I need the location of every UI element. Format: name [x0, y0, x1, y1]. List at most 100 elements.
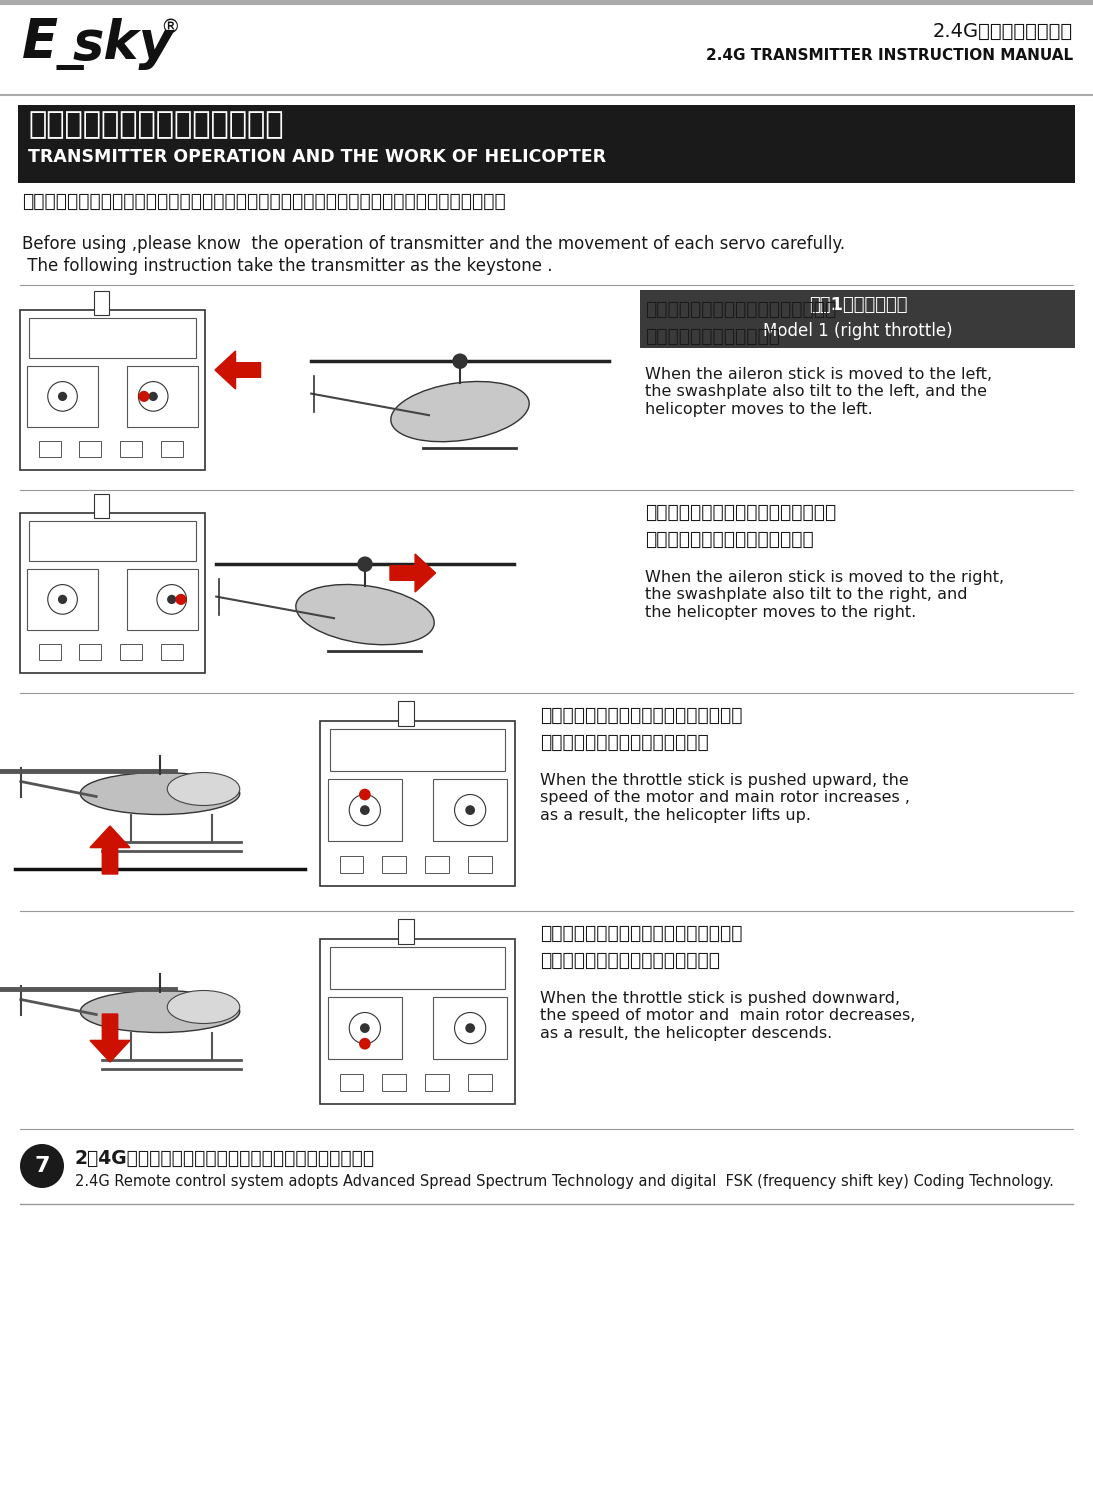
Circle shape — [58, 392, 67, 401]
Bar — [320, 939, 515, 1105]
Circle shape — [350, 1013, 380, 1044]
Bar — [30, 318, 196, 359]
Bar — [425, 1074, 449, 1091]
Text: 当油门杆向上推时，电机（发动机）动力: 当油门杆向上推时，电机（发动机）动力 — [540, 705, 742, 725]
Circle shape — [466, 805, 475, 815]
Bar — [120, 442, 142, 457]
Circle shape — [139, 390, 150, 402]
Bar — [425, 856, 449, 873]
Text: 发射机与直升机的基本操作知识: 发射机与直升机的基本操作知识 — [28, 110, 283, 139]
Bar — [468, 1074, 492, 1091]
Bar — [0, 0, 1093, 5]
Polygon shape — [90, 1014, 130, 1062]
Circle shape — [453, 354, 468, 369]
Ellipse shape — [296, 585, 434, 645]
Bar — [79, 442, 102, 457]
Text: Model 1 (right throttle): Model 1 (right throttle) — [763, 322, 953, 341]
Bar — [79, 643, 102, 660]
Text: 在使用之前，请仔细了解发射器的操作与每个伺服器的运行。（下面的说明中，以发射机为重点）: 在使用之前，请仔细了解发射器的操作与每个伺服器的运行。（下面的说明中，以发射机为… — [22, 191, 506, 211]
Circle shape — [359, 788, 371, 800]
Text: 7: 7 — [34, 1156, 50, 1175]
Circle shape — [149, 392, 157, 401]
Ellipse shape — [80, 990, 239, 1032]
Ellipse shape — [80, 773, 239, 814]
Circle shape — [20, 1144, 64, 1188]
Text: 力和主翼的速度减少，直升机下降。: 力和主翼的速度减少，直升机下降。 — [540, 951, 720, 971]
Circle shape — [466, 1023, 475, 1032]
Text: When the aileron stick is moved to the right,
the swashplate also tilt to the ri: When the aileron stick is moved to the r… — [645, 570, 1004, 619]
Bar — [17, 105, 1076, 182]
Bar — [468, 856, 492, 873]
Circle shape — [58, 595, 67, 604]
Bar — [340, 1074, 363, 1091]
Bar — [383, 856, 406, 873]
Bar — [433, 779, 507, 841]
Polygon shape — [390, 555, 436, 592]
Ellipse shape — [167, 773, 239, 806]
Bar — [120, 643, 142, 660]
Circle shape — [455, 1013, 485, 1044]
Text: 制式1（右手油门）: 制式1（右手油门） — [809, 295, 907, 313]
Circle shape — [359, 1038, 371, 1049]
Bar — [398, 919, 413, 943]
Bar — [27, 366, 97, 426]
Bar — [127, 570, 198, 630]
Text: 和主翼的速度增加，直升机上升。: 和主翼的速度增加，直升机上升。 — [540, 732, 708, 752]
Bar — [20, 512, 205, 674]
Text: sky: sky — [72, 18, 173, 69]
Text: When the aileron stick is moved to the left,
the swashplate also tilt to the lef: When the aileron stick is moved to the l… — [645, 368, 992, 417]
Text: 当副翼操作杆移向左边时，倾斜盘向左: 当副翼操作杆移向左边时，倾斜盘向左 — [645, 300, 836, 319]
Bar — [27, 570, 97, 630]
Bar — [0, 0, 1093, 95]
Text: When the throttle stick is pushed upward, the
speed of the motor and main rotor : When the throttle stick is pushed upward… — [540, 773, 910, 823]
Circle shape — [455, 794, 485, 826]
Bar — [38, 442, 61, 457]
Text: 2.4G发射机使用说明书: 2.4G发射机使用说明书 — [932, 23, 1073, 41]
Text: TRANSMITTER OPERATION AND THE WORK OF HELICOPTER: TRANSMITTER OPERATION AND THE WORK OF HE… — [28, 148, 607, 166]
Bar — [20, 310, 205, 470]
Text: 该向右边倾斜。直升机飞向右边。: 该向右边倾斜。直升机飞向右边。 — [645, 530, 814, 549]
Text: 当副翼操作杆移向右边时，倾斜盘也应: 当副翼操作杆移向右边时，倾斜盘也应 — [645, 503, 836, 521]
Bar — [320, 720, 515, 886]
Circle shape — [167, 595, 176, 604]
Circle shape — [175, 594, 187, 604]
Bar — [38, 643, 61, 660]
Ellipse shape — [391, 381, 529, 442]
Bar — [433, 996, 507, 1059]
Text: When the throttle stick is pushed downward,
the speed of motor and  main rotor d: When the throttle stick is pushed downwa… — [540, 992, 915, 1041]
Circle shape — [139, 381, 168, 411]
Circle shape — [48, 381, 78, 411]
Circle shape — [360, 805, 369, 815]
Bar — [340, 856, 363, 873]
Polygon shape — [90, 826, 130, 874]
Text: The following instruction take the transmitter as the keystone .: The following instruction take the trans… — [22, 258, 552, 274]
Bar — [30, 521, 196, 561]
Polygon shape — [215, 351, 260, 389]
Bar — [161, 643, 183, 660]
Bar — [398, 701, 413, 726]
Circle shape — [357, 556, 373, 573]
Circle shape — [48, 585, 78, 615]
Text: 边倾斜。直升机飞向左边。: 边倾斜。直升机飞向左边。 — [645, 327, 780, 347]
Text: E_: E_ — [22, 18, 84, 69]
Bar — [127, 366, 198, 426]
Ellipse shape — [167, 990, 239, 1023]
Text: 当油门杆向下推时，电机（发动机）的动: 当油门杆向下推时，电机（发动机）的动 — [540, 924, 742, 943]
Bar — [94, 291, 109, 315]
Circle shape — [350, 794, 380, 826]
Text: Before using ,please know  the operation of transmitter and the movement of each: Before using ,please know the operation … — [22, 235, 845, 253]
Bar — [94, 494, 109, 518]
Bar — [330, 948, 505, 989]
Text: 2.4G Remote control system adopts Advanced Spread Spectrum Technology and digita: 2.4G Remote control system adopts Advanc… — [75, 1174, 1054, 1189]
Bar — [328, 996, 402, 1059]
Text: 2.4G TRANSMITTER INSTRUCTION MANUAL: 2.4G TRANSMITTER INSTRUCTION MANUAL — [706, 48, 1073, 63]
Bar — [161, 442, 183, 457]
Bar — [383, 1074, 406, 1091]
Text: ®: ® — [160, 18, 179, 38]
Bar — [330, 729, 505, 770]
Circle shape — [360, 1023, 369, 1032]
Bar — [328, 779, 402, 841]
Bar — [640, 289, 1076, 348]
Text: 2．4G遥控系统采用智能化展频传输与数字跳频编码技术: 2．4G遥控系统采用智能化展频传输与数字跳频编码技术 — [75, 1148, 375, 1168]
Circle shape — [157, 585, 187, 615]
